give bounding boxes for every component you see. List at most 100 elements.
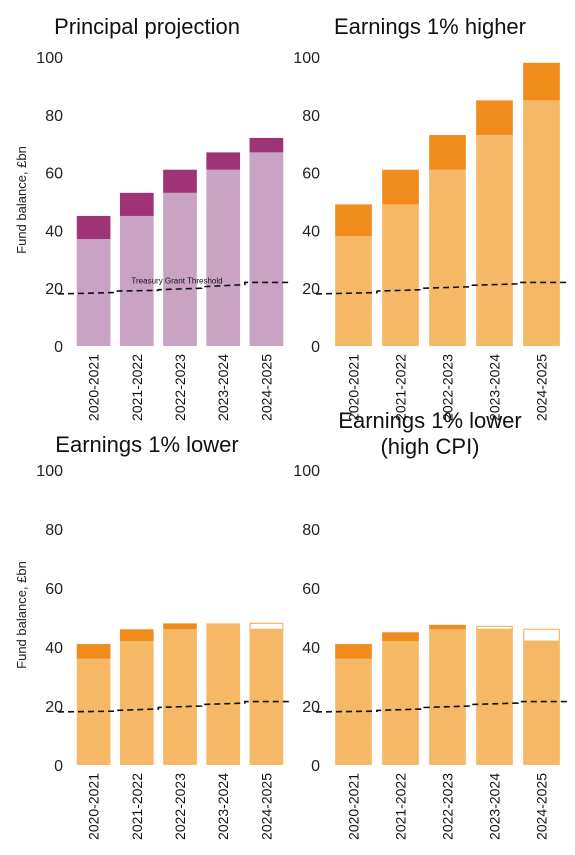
bar-outline-segment — [523, 628, 560, 642]
bar-base — [119, 641, 154, 765]
chart-title-line: (high CPI) — [380, 434, 479, 459]
x-tick-label: 2021-2022 — [129, 773, 145, 840]
x-tick-label: 2023-2024 — [487, 354, 503, 421]
bar-outline-segment — [476, 625, 513, 630]
bar-top-segment — [76, 215, 111, 240]
bar-top-segment — [76, 644, 111, 659]
threshold-line — [315, 281, 567, 295]
bar-top-segment — [163, 623, 197, 630]
threshold-line — [57, 700, 290, 713]
bar-base — [523, 641, 560, 765]
chart-title-line: Earnings 1% lower — [55, 432, 238, 457]
threshold-line — [315, 700, 567, 713]
chart-title: Earnings 1% lower — [55, 432, 238, 457]
x-tick-label: 2020-2021 — [86, 354, 102, 421]
y-tick-label: 100 — [36, 50, 63, 67]
y-tick-label: 100 — [36, 463, 63, 480]
x-tick-label: 2021-2022 — [393, 773, 409, 840]
bar-base — [382, 641, 419, 765]
y-tick-label: 0 — [54, 339, 63, 356]
y-tick-label: 20 — [45, 699, 63, 716]
bar-base — [429, 169, 466, 346]
y-tick-label: 0 — [311, 758, 320, 775]
y-tick-label: 60 — [45, 581, 63, 598]
y-axis-label: Fund balance, £bn — [14, 561, 29, 669]
x-tick-label: 2022-2023 — [172, 354, 188, 421]
x-tick-label: 2024-2025 — [258, 773, 274, 840]
y-tick-label: 40 — [45, 223, 63, 240]
y-tick-label: 0 — [311, 339, 320, 356]
chart-title: Earnings 1% lower (high CPI) — [338, 408, 521, 459]
x-tick-label: 2022-2023 — [440, 354, 456, 421]
bar-top-segment — [523, 62, 560, 101]
chart-title: Principal projection — [54, 14, 240, 39]
y-tick-label: 40 — [302, 223, 320, 240]
y-tick-label: 80 — [302, 108, 320, 125]
y-tick-label: 40 — [45, 640, 63, 657]
chart-panel-4: Earnings 1% lower (high CPI) 0 20 40 60 80 100 2… — [293, 408, 567, 840]
bar-top-segment — [119, 629, 154, 642]
y-tick-label: 100 — [293, 463, 320, 480]
bar-base — [163, 192, 197, 346]
bar-base — [249, 152, 284, 346]
y-tick-label: 60 — [45, 166, 63, 183]
x-tick-label: 2022-2023 — [440, 773, 456, 840]
bar-base — [249, 629, 284, 765]
bar-top-segment — [335, 644, 372, 659]
x-tick-label: 2020-2021 — [346, 354, 362, 421]
x-tick-label: 2024-2025 — [258, 354, 274, 421]
x-tick-label: 2023-2024 — [215, 354, 231, 421]
x-tick-label: 2024-2025 — [534, 354, 550, 421]
chart-title-line: Principal projection — [54, 14, 240, 39]
threshold-label: Treasury Grant Threshold — [131, 277, 222, 286]
y-tick-label: 80 — [45, 108, 63, 125]
y-tick-label: 60 — [302, 581, 320, 598]
y-tick-label: 40 — [302, 640, 320, 657]
chart-title: Earnings 1% higher — [334, 14, 526, 39]
x-tick-label: 2023-2024 — [215, 773, 231, 840]
bar-base — [119, 215, 154, 346]
chart-panel-1: Principal projection 0 20 40 60 80 100 Fund bal… — [14, 14, 290, 421]
bar-base — [429, 629, 466, 765]
y-tick-label: 100 — [293, 50, 320, 67]
chart-title-line: Earnings 1% lower — [338, 408, 521, 433]
bar-base — [206, 169, 241, 346]
bar-base — [523, 100, 560, 346]
x-tick-label: 2022-2023 — [172, 773, 188, 840]
bar-top-segment — [163, 169, 197, 193]
bar-top-segment — [429, 135, 466, 170]
bar-base — [476, 629, 513, 765]
x-tick-label: 2020-2021 — [346, 773, 362, 840]
bar-outline-segment — [249, 622, 284, 630]
y-axis-label: Fund balance, £bn — [14, 146, 29, 254]
chart-panel-3: Earnings 1% lower 0 20 40 60 80 100 Fund balanc… — [14, 432, 290, 840]
bar-top-segment — [119, 192, 154, 216]
x-tick-label: 2021-2022 — [393, 354, 409, 421]
x-tick-label: 2023-2024 — [487, 773, 503, 840]
bar-top-segment — [335, 204, 372, 237]
x-tick-label: 2021-2022 — [129, 354, 145, 421]
y-tick-label: 60 — [302, 166, 320, 183]
bar-top-segment — [249, 137, 284, 153]
bar-top-segment — [382, 632, 419, 642]
x-tick-label: 2020-2021 — [86, 773, 102, 840]
bar-base — [335, 236, 372, 346]
y-tick-label: 20 — [302, 699, 320, 716]
bar-top-segment — [429, 624, 466, 630]
threshold-line — [57, 281, 290, 295]
x-tick-label: 2024-2025 — [534, 773, 550, 840]
y-tick-label: 20 — [45, 281, 63, 298]
bar-top-segment — [206, 152, 241, 170]
y-tick-label: 20 — [302, 281, 320, 298]
chart-title-line: Earnings 1% higher — [334, 14, 526, 39]
bar-top-segment — [476, 100, 513, 136]
y-tick-label: 0 — [54, 758, 63, 775]
bar-base — [382, 204, 419, 346]
bar-base — [476, 135, 513, 346]
bar-top-segment — [382, 169, 419, 205]
y-tick-label: 80 — [45, 522, 63, 539]
bar-base — [163, 629, 197, 765]
bar-base — [206, 623, 241, 765]
